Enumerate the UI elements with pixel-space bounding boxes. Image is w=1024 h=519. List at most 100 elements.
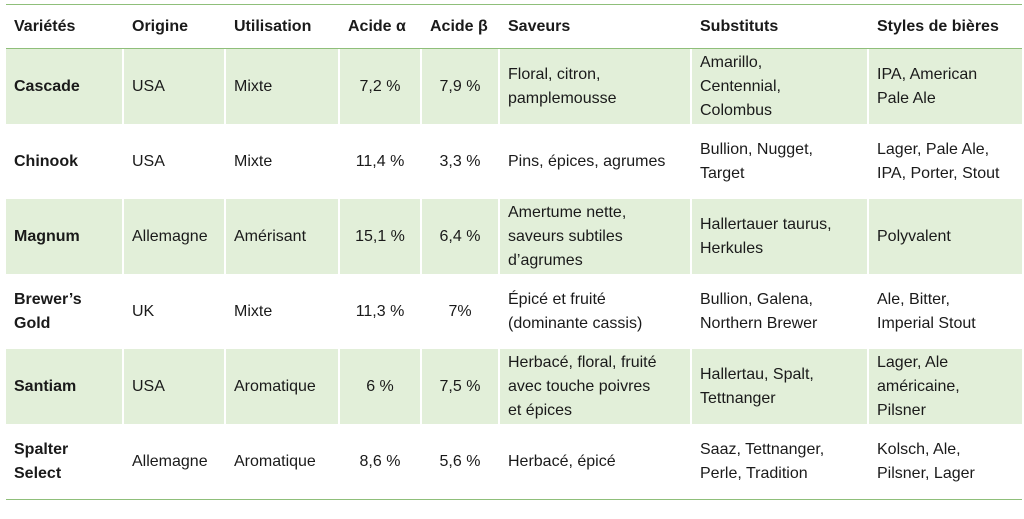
- cell-text: Magnum: [14, 227, 80, 245]
- table-row: Chinook USA Mixte 11,4 % 3,3 % Pins, épi…: [6, 124, 1022, 199]
- cell-substituts: Hallertau, Spalt, Tettnanger: [692, 349, 869, 424]
- cell-saveurs: Herbacé, épicé: [500, 424, 692, 499]
- header-substituts: Substituts: [692, 5, 869, 48]
- cell-text: Herbacé, épicé: [508, 452, 616, 470]
- cell-substituts: Bullion, Nugget, Target: [692, 124, 869, 199]
- header-label: Acide α: [348, 17, 406, 35]
- cell-text: Amérisant: [234, 227, 307, 245]
- cell-text: 8,6 %: [359, 452, 401, 470]
- cell-text: Mixte: [234, 77, 273, 95]
- cell-text: 6,4 %: [439, 227, 481, 245]
- header-saveurs: Saveurs: [500, 5, 692, 48]
- header-label: Utilisation: [234, 17, 312, 35]
- cell-text: Saaz, Tettnanger, Perle, Tradition: [700, 440, 825, 482]
- cell-text: 7,2 %: [359, 77, 401, 95]
- cell-acide-beta: 5,6 %: [422, 424, 500, 499]
- cell-acide-beta: 7,5 %: [422, 349, 500, 424]
- cell-text: Bullion, Nugget, Target: [700, 140, 813, 182]
- cell-text: Lager, Pale Ale, IPA, Porter, Stout: [877, 140, 1000, 182]
- cell-styles: IPA, American Pale Ale: [869, 49, 1022, 124]
- cell-utilisation: Mixte: [226, 274, 340, 349]
- header-varietes: Variétés: [6, 5, 124, 48]
- cell-text: Mixte: [234, 152, 273, 170]
- cell-acide-alpha: 6 %: [340, 349, 422, 424]
- cell-variete: Chinook: [6, 124, 124, 199]
- cell-text: Herbacé, floral, fruité avec touche poiv…: [508, 353, 657, 419]
- cell-variete: Cascade: [6, 49, 124, 124]
- cell-text: Aromatique: [234, 377, 316, 395]
- cell-variete: Magnum: [6, 199, 124, 274]
- cell-acide-beta: 7,9 %: [422, 49, 500, 124]
- cell-text: Lager, Ale américaine, Pilsner: [877, 353, 960, 419]
- table-row: Magnum Allemagne Amérisant 15,1 % 6,4 % …: [6, 199, 1022, 274]
- header-label: Saveurs: [508, 17, 571, 35]
- cell-utilisation: Amérisant: [226, 199, 340, 274]
- cell-acide-alpha: 8,6 %: [340, 424, 422, 499]
- table-row: Spalter Select Allemagne Aromatique 8,6 …: [6, 424, 1022, 499]
- cell-text: Amarillo, Centennial, Colombus: [700, 53, 781, 119]
- hops-varieties-table: Variétés Origine Utilisation Acide α Aci…: [6, 4, 1022, 500]
- cell-acide-alpha: 11,4 %: [340, 124, 422, 199]
- cell-origine: Allemagne: [124, 199, 226, 274]
- cell-text: USA: [132, 377, 165, 395]
- cell-saveurs: Amertume nette, saveurs subtiles d’agrum…: [500, 199, 692, 274]
- cell-text: Polyvalent: [877, 227, 951, 245]
- cell-utilisation: Mixte: [226, 124, 340, 199]
- cell-styles: Lager, Pale Ale, IPA, Porter, Stout: [869, 124, 1022, 199]
- cell-text: Hallertauer taurus, Herkules: [700, 215, 832, 257]
- cell-saveurs: Épicé et fruité (dominante cassis): [500, 274, 692, 349]
- cell-origine: Allemagne: [124, 424, 226, 499]
- cell-text: 6 %: [366, 377, 394, 395]
- table-row: Brewer’s Gold UK Mixte 11,3 % 7% Épicé e…: [6, 274, 1022, 349]
- cell-text: Aromatique: [234, 452, 316, 470]
- header-label: Substituts: [700, 17, 779, 35]
- header-origine: Origine: [124, 5, 226, 48]
- cell-text: USA: [132, 152, 165, 170]
- cell-text: 7%: [448, 302, 472, 320]
- cell-text: Amertume nette, saveurs subtiles d’agrum…: [508, 203, 627, 269]
- cell-acide-beta: 6,4 %: [422, 199, 500, 274]
- cell-text: Épicé et fruité (dominante cassis): [508, 290, 643, 332]
- cell-acide-beta: 3,3 %: [422, 124, 500, 199]
- cell-text: 11,3 %: [355, 302, 405, 320]
- cell-text: Brewer’s Gold: [14, 290, 82, 332]
- header-utilisation: Utilisation: [226, 5, 340, 48]
- cell-text: Spalter Select: [14, 440, 69, 482]
- cell-origine: UK: [124, 274, 226, 349]
- cell-substituts: Bullion, Galena, Northern Brewer: [692, 274, 869, 349]
- cell-text: Santiam: [14, 377, 77, 395]
- header-label: Styles de bières: [877, 17, 999, 35]
- cell-substituts: Hallertauer taurus, Herkules: [692, 199, 869, 274]
- cell-saveurs: Herbacé, floral, fruité avec touche poiv…: [500, 349, 692, 424]
- cell-text: Chinook: [14, 152, 78, 170]
- cell-text: Mixte: [234, 302, 273, 320]
- cell-variete: Santiam: [6, 349, 124, 424]
- cell-text: Pins, épices, agrumes: [508, 152, 666, 170]
- cell-utilisation: Aromatique: [226, 349, 340, 424]
- cell-acide-alpha: 7,2 %: [340, 49, 422, 124]
- header-acide-alpha: Acide α: [340, 5, 422, 48]
- table-header-row: Variétés Origine Utilisation Acide α Aci…: [6, 5, 1022, 49]
- cell-text: Hallertau, Spalt, Tettnanger: [700, 365, 814, 407]
- cell-saveurs: Floral, citron, pamplemousse: [500, 49, 692, 124]
- cell-text: Floral, citron, pamplemousse: [508, 65, 617, 107]
- header-label: Origine: [132, 17, 189, 35]
- cell-text: 11,4 %: [355, 152, 405, 170]
- cell-utilisation: Aromatique: [226, 424, 340, 499]
- cell-text: 7,9 %: [439, 77, 481, 95]
- cell-substituts: Amarillo, Centennial, Colombus: [692, 49, 869, 124]
- cell-origine: USA: [124, 349, 226, 424]
- cell-variete: Spalter Select: [6, 424, 124, 499]
- cell-origine: USA: [124, 124, 226, 199]
- cell-acide-alpha: 11,3 %: [340, 274, 422, 349]
- cell-styles: Kolsch, Ale, Pilsner, Lager: [869, 424, 1022, 499]
- cell-styles: Lager, Ale américaine, Pilsner: [869, 349, 1022, 424]
- cell-text: 15,1 %: [355, 227, 405, 245]
- cell-acide-alpha: 15,1 %: [340, 199, 422, 274]
- cell-text: 5,6 %: [439, 452, 481, 470]
- table-row: Cascade USA Mixte 7,2 % 7,9 % Floral, ci…: [6, 49, 1022, 124]
- cell-text: USA: [132, 77, 165, 95]
- cell-text: UK: [132, 302, 155, 320]
- cell-text: Allemagne: [132, 227, 208, 245]
- cell-text: 7,5 %: [439, 377, 481, 395]
